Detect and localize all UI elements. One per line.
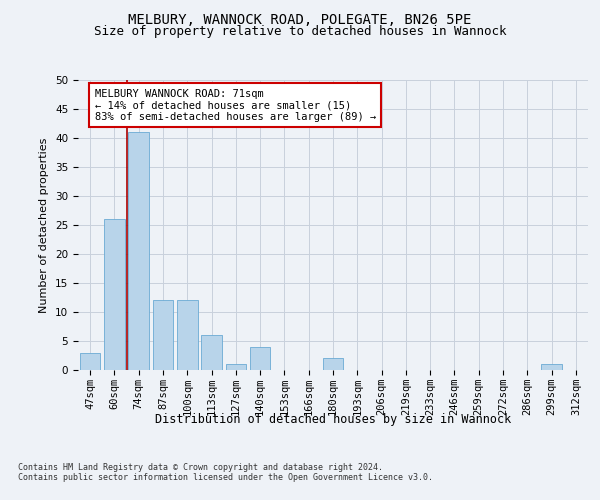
Bar [177, 300, 197, 370]
Y-axis label: Number of detached properties: Number of detached properties [40, 138, 49, 312]
Text: Size of property relative to detached houses in Wannock: Size of property relative to detached ho… [94, 25, 506, 38]
Bar [104, 219, 125, 370]
Text: Contains public sector information licensed under the Open Government Licence v3: Contains public sector information licen… [18, 474, 433, 482]
Text: MELBURY WANNOCK ROAD: 71sqm
← 14% of detached houses are smaller (15)
83% of sem: MELBURY WANNOCK ROAD: 71sqm ← 14% of det… [95, 88, 376, 122]
Bar [201, 335, 222, 370]
Bar [152, 300, 173, 370]
Text: MELBURY, WANNOCK ROAD, POLEGATE, BN26 5PE: MELBURY, WANNOCK ROAD, POLEGATE, BN26 5P… [128, 12, 472, 26]
Bar [323, 358, 343, 370]
Bar [541, 364, 562, 370]
Bar [80, 352, 100, 370]
Bar [250, 347, 271, 370]
Bar [128, 132, 149, 370]
Text: Distribution of detached houses by size in Wannock: Distribution of detached houses by size … [155, 412, 511, 426]
Bar [226, 364, 246, 370]
Text: Contains HM Land Registry data © Crown copyright and database right 2024.: Contains HM Land Registry data © Crown c… [18, 462, 383, 471]
